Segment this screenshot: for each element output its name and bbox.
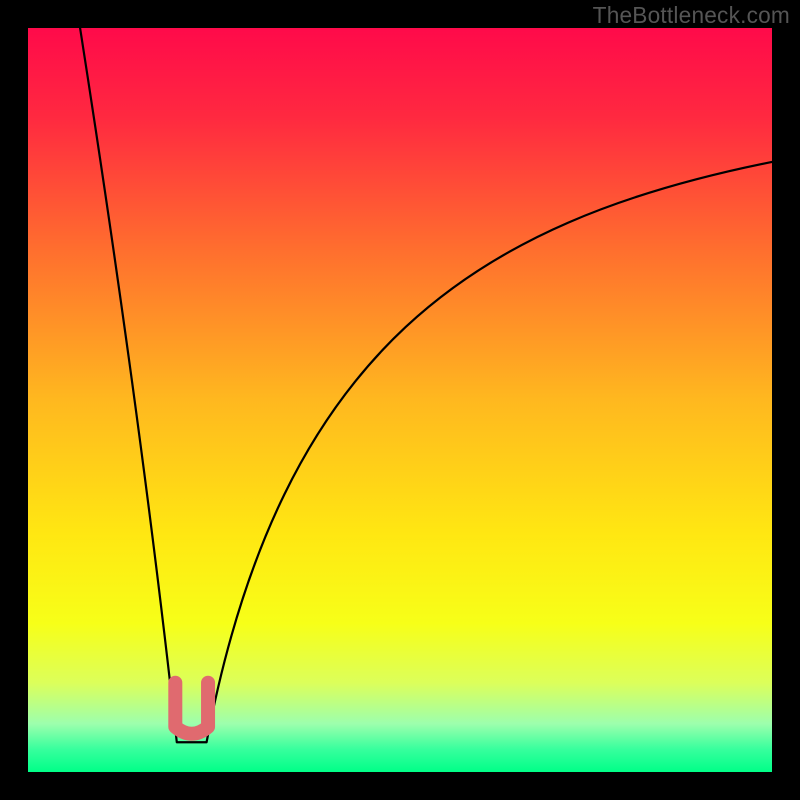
bottleneck-plot xyxy=(0,0,800,800)
chart-frame: TheBottleneck.com xyxy=(0,0,800,800)
plot-background xyxy=(28,28,772,772)
